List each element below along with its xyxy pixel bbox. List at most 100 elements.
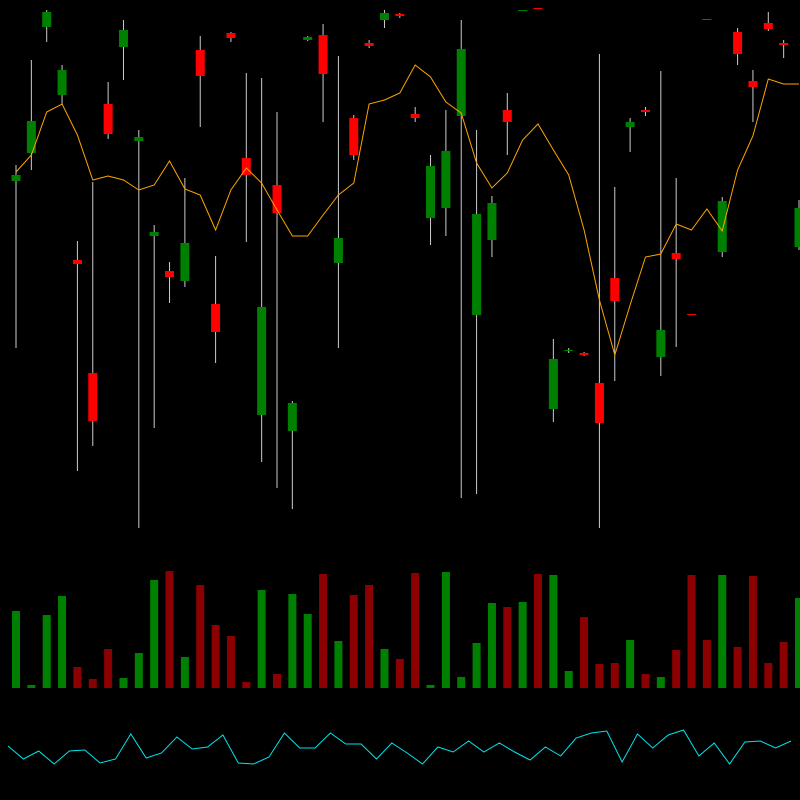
volume-bar bbox=[119, 678, 128, 688]
candle-body bbox=[303, 37, 313, 40]
volume-bar bbox=[718, 575, 727, 688]
candle-body bbox=[410, 114, 420, 118]
volume-bar bbox=[165, 571, 174, 688]
volume-bar bbox=[211, 625, 220, 688]
volume-bar bbox=[334, 641, 343, 688]
volume-bar bbox=[349, 595, 358, 688]
candle-body bbox=[502, 110, 512, 122]
volume-bar bbox=[626, 640, 635, 688]
candle-body bbox=[57, 70, 67, 95]
candle-body bbox=[441, 151, 451, 208]
volume-bar bbox=[104, 649, 113, 688]
candle-body bbox=[180, 243, 190, 281]
volume-bar bbox=[88, 679, 97, 688]
candle-body bbox=[395, 14, 405, 16]
volume-bar bbox=[134, 653, 143, 688]
candle-body bbox=[195, 50, 205, 76]
volume-bar bbox=[12, 611, 20, 688]
volume-bar bbox=[779, 642, 788, 688]
volume-bar bbox=[395, 659, 404, 688]
volume-bar bbox=[27, 685, 36, 688]
candle-body bbox=[42, 12, 52, 27]
volume-bar bbox=[58, 596, 67, 688]
volume-bar bbox=[226, 636, 235, 688]
volume-bar bbox=[457, 677, 466, 688]
volume-bar bbox=[196, 585, 205, 688]
candle-body bbox=[702, 19, 712, 20]
candle-body bbox=[333, 238, 343, 263]
volume-bar bbox=[503, 607, 512, 688]
candle-body bbox=[26, 121, 36, 153]
candle-body bbox=[533, 8, 543, 9]
candle-body bbox=[763, 23, 773, 29]
volume-bar bbox=[257, 590, 266, 688]
volume-bar bbox=[472, 643, 481, 688]
candle-body bbox=[149, 232, 159, 236]
candle-body bbox=[272, 185, 282, 213]
candle-body bbox=[226, 33, 236, 38]
volume-bar bbox=[610, 663, 619, 688]
volume-bar bbox=[273, 674, 281, 688]
oscillator-line bbox=[7, 729, 792, 765]
volume-bar bbox=[411, 573, 420, 688]
volume-bar bbox=[795, 598, 800, 688]
candle-body bbox=[564, 350, 574, 351]
volume-bar bbox=[150, 580, 159, 688]
volume-bar bbox=[672, 650, 681, 688]
volume-bar bbox=[656, 677, 665, 688]
volume-bar bbox=[73, 667, 82, 688]
candle-body bbox=[287, 403, 297, 431]
volume-bar bbox=[641, 674, 650, 688]
candle-body bbox=[671, 253, 681, 259]
candle-body bbox=[640, 110, 650, 112]
volume-bar bbox=[748, 576, 757, 688]
candle-body bbox=[594, 383, 604, 423]
candle-body bbox=[579, 353, 589, 355]
candle-body bbox=[134, 137, 144, 141]
volume-bar bbox=[764, 663, 773, 688]
volume-bar bbox=[242, 682, 251, 688]
volume-bar bbox=[733, 647, 742, 688]
candle-body bbox=[687, 314, 697, 315]
candle-body bbox=[748, 81, 758, 87]
volume-bar bbox=[580, 617, 589, 688]
volume-bar bbox=[549, 575, 558, 688]
volume-bar bbox=[487, 603, 496, 688]
candle-body bbox=[118, 30, 128, 47]
volume-bar bbox=[180, 657, 189, 688]
volume-bar bbox=[426, 685, 435, 688]
candle-body bbox=[318, 35, 328, 74]
volume-bar bbox=[319, 574, 328, 688]
volume-bar bbox=[687, 575, 696, 688]
candle-body bbox=[349, 118, 359, 155]
candle-body bbox=[88, 373, 98, 421]
volume-bar bbox=[380, 649, 389, 688]
candle-body bbox=[364, 43, 374, 46]
candle-body bbox=[11, 175, 21, 181]
volume-bar bbox=[534, 574, 542, 688]
candle-body bbox=[610, 278, 620, 301]
volume-bar bbox=[365, 585, 374, 688]
moving-average-line bbox=[15, 64, 799, 357]
candle-body bbox=[733, 32, 743, 54]
candle-body bbox=[794, 208, 800, 247]
volume-bar bbox=[518, 602, 527, 688]
candle-body bbox=[103, 104, 113, 134]
candle-body bbox=[165, 271, 175, 277]
volume-bar bbox=[595, 664, 604, 688]
candle-body bbox=[717, 201, 727, 252]
candle-body bbox=[625, 122, 635, 127]
candle-body bbox=[456, 49, 466, 116]
candle-body bbox=[548, 359, 558, 409]
candle-body bbox=[257, 307, 267, 415]
candle-body bbox=[656, 330, 666, 357]
candle-body bbox=[472, 214, 482, 315]
volume-bar bbox=[564, 671, 573, 688]
candle-body bbox=[211, 304, 221, 332]
candle-body bbox=[518, 10, 528, 11]
volume-bar bbox=[441, 572, 450, 688]
volume-bar bbox=[288, 594, 297, 688]
candle-body bbox=[379, 13, 389, 20]
